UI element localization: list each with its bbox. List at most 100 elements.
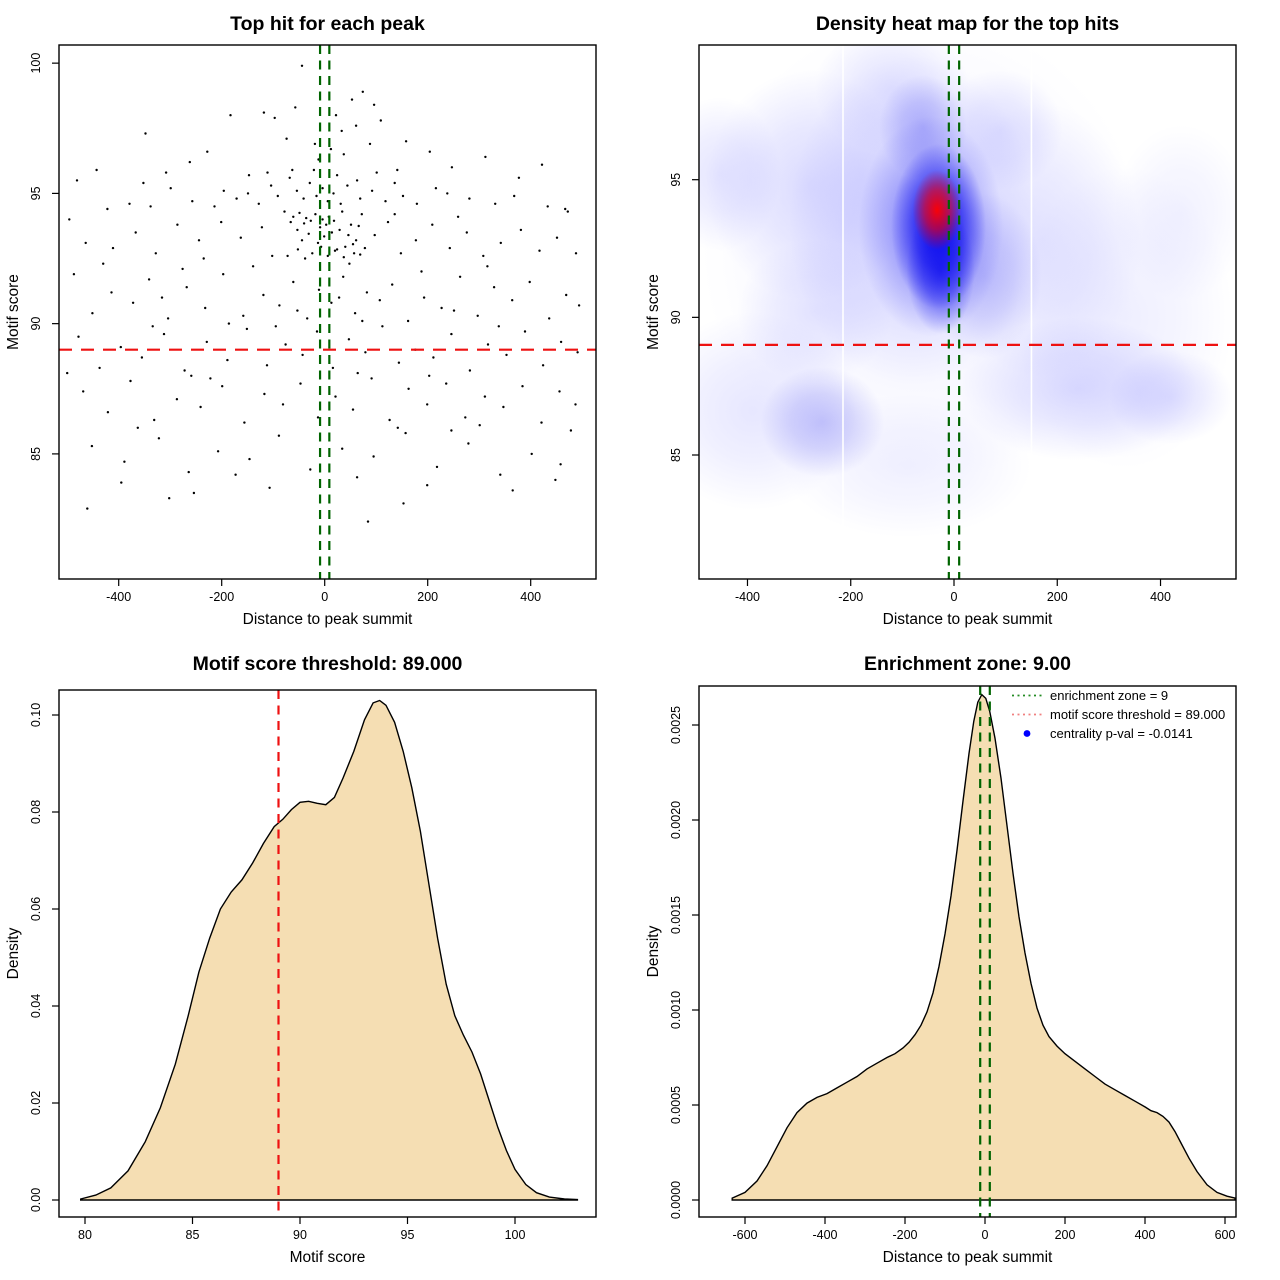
data-point <box>446 192 449 195</box>
data-point <box>406 319 410 323</box>
data-point <box>157 437 161 440</box>
data-point <box>379 119 382 122</box>
data-point <box>342 256 345 259</box>
data-point <box>309 219 312 222</box>
data-point <box>318 226 322 229</box>
data-point <box>106 207 109 211</box>
y-tick-label: 0.00 <box>29 1188 43 1212</box>
data-point <box>558 390 561 393</box>
data-point <box>530 452 533 456</box>
x-tick-label: 200 <box>1055 1228 1076 1242</box>
data-point <box>370 377 373 380</box>
data-point <box>564 207 567 211</box>
data-point <box>465 231 468 234</box>
data-point <box>183 369 186 372</box>
x-tick-label: -400 <box>106 590 131 604</box>
data-point <box>360 213 363 216</box>
data-point <box>458 275 462 278</box>
data-point <box>325 223 328 226</box>
data-point <box>402 502 405 505</box>
data-point <box>305 216 308 220</box>
data-point <box>82 390 85 393</box>
data-point <box>245 327 249 331</box>
data-point <box>144 132 147 135</box>
data-point <box>204 306 207 310</box>
y-tick-label: 0.04 <box>29 994 43 1018</box>
data-point <box>298 211 301 215</box>
data-point <box>188 160 191 164</box>
data-point <box>202 257 205 260</box>
data-point <box>316 416 320 419</box>
data-point <box>352 252 356 255</box>
data-point <box>106 411 110 414</box>
data-point <box>426 484 429 487</box>
data-point <box>185 286 188 289</box>
data-point <box>338 228 341 232</box>
data-point <box>303 257 307 260</box>
data-point <box>288 176 291 179</box>
data-point <box>576 351 579 354</box>
plot-border <box>58 44 597 580</box>
data-point <box>222 273 225 276</box>
legend: enrichment zone = 9 motif score threshold… <box>1012 688 1225 741</box>
data-point <box>213 205 216 208</box>
y-tick-label: 85 <box>669 448 683 462</box>
x-tick-label: 0 <box>951 590 958 604</box>
data-point <box>286 254 289 258</box>
legend-item-label: motif score threshold = 89.000 <box>1050 707 1225 722</box>
data-point <box>486 265 489 268</box>
data-point <box>448 246 451 250</box>
data-point <box>313 142 317 146</box>
x-axis-label: Distance to peak summit <box>883 1249 1053 1266</box>
y-tick-label: 90 <box>29 317 43 331</box>
data-point <box>302 222 306 225</box>
data-point <box>292 215 295 218</box>
legend-item-label: enrichment zone = 9 <box>1050 688 1168 703</box>
data-point <box>366 520 370 523</box>
data-point <box>393 213 396 216</box>
data-point <box>467 442 470 445</box>
density-curve <box>80 699 579 1201</box>
x-tick-label: 0 <box>982 1228 989 1242</box>
plot-border <box>698 685 1237 1218</box>
data-point <box>428 374 431 377</box>
data-point <box>355 179 359 182</box>
x-tick-label: 400 <box>520 590 541 604</box>
data-point <box>296 309 299 312</box>
data-point <box>315 194 318 198</box>
data-point <box>216 450 220 453</box>
data-point <box>397 361 401 364</box>
y-tick-label: 95 <box>669 173 683 187</box>
data-point <box>432 356 435 359</box>
data-point <box>134 231 137 234</box>
data-point <box>505 353 508 357</box>
data-point <box>342 153 345 156</box>
x-tick-label: 100 <box>505 1228 526 1242</box>
legend-swatch-dot <box>1023 730 1031 737</box>
data-point <box>373 233 376 237</box>
data-point <box>555 236 559 239</box>
data-point <box>294 106 297 109</box>
data-point <box>486 343 490 346</box>
data-point <box>206 150 209 153</box>
data-point <box>511 299 514 302</box>
data-point <box>355 476 359 479</box>
data-point <box>347 233 350 237</box>
data-point <box>399 252 403 255</box>
data-point <box>277 434 281 437</box>
panel-motif-score-density: 80 85 90 95 100 0.00 0.02 0.04 0.06 0.08 0.10 Motif… <box>5 653 597 1266</box>
data-point <box>396 168 399 172</box>
data-point <box>197 239 201 242</box>
data-point <box>266 171 269 174</box>
data-point <box>494 202 497 205</box>
data-point <box>251 265 255 268</box>
axes <box>52 62 532 586</box>
heat-blob <box>1114 124 1236 301</box>
data-point <box>334 114 338 117</box>
data-point <box>317 288 321 291</box>
data-point <box>351 243 355 246</box>
heat-blob <box>912 170 962 250</box>
data-point <box>569 429 573 432</box>
data-point <box>111 246 115 250</box>
